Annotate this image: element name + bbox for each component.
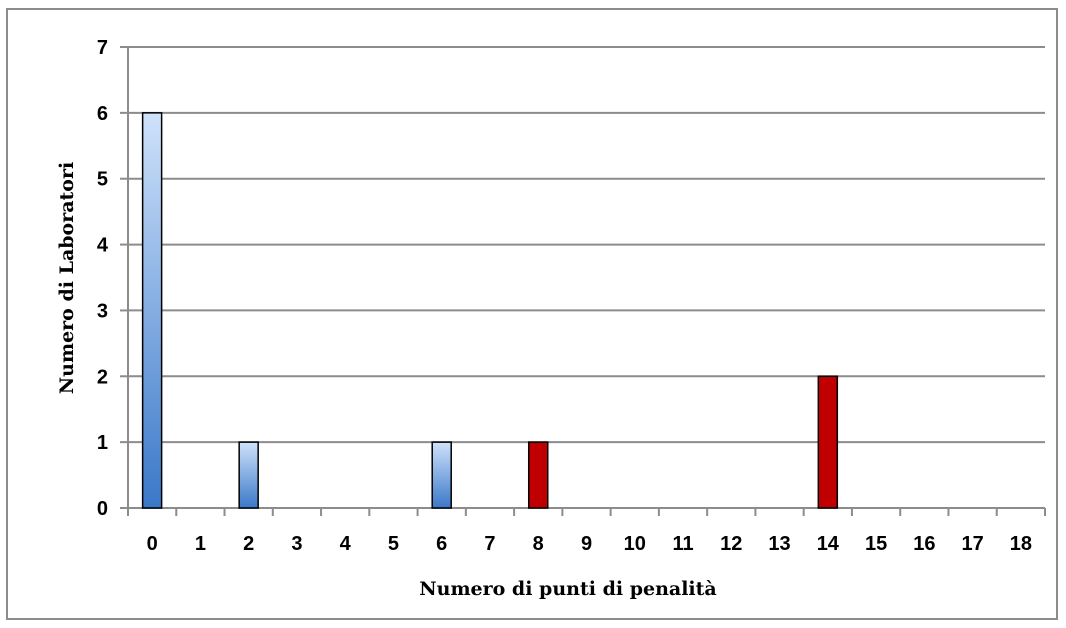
x-tick-label: 9 [581,533,592,555]
x-tick-label: 10 [624,533,646,555]
x-tick-label: 14 [817,533,840,555]
bar-0 [141,112,163,509]
x-tick-label: 17 [961,533,983,555]
bar-14 [817,375,839,509]
x-tick-labels: 0 1 2 3 4 5 6 7 8 9 10 11 12 13 14 15 16 17 18 [147,533,1032,555]
bar-8 [527,441,549,509]
gridlines [120,46,1045,509]
bar-2 [238,441,259,509]
x-tick-label: 2 [243,533,254,555]
y-tick-label: 7 [97,37,108,59]
bar-6 [431,441,452,509]
x-tick-label: 1 [195,533,206,555]
y-tick-label: 6 [97,103,108,125]
y-tick-labels: 0 1 2 3 4 5 6 7 [97,37,109,520]
x-tick-label: 18 [1010,533,1032,555]
x-tick-label: 5 [388,533,399,555]
x-tick-label: 7 [484,533,495,555]
x-axis-title: Numero di punti di penalità [419,578,716,600]
y-tick-label: 3 [97,300,108,322]
x-tick-label: 6 [436,533,447,555]
x-tick-label: 16 [913,533,935,555]
x-tick-label: 4 [340,533,352,555]
y-tick-label: 5 [97,169,108,191]
x-tick-label: 0 [147,533,158,555]
axes [127,47,1046,516]
x-tick-label: 12 [720,533,742,555]
y-tick-label: 4 [97,235,109,257]
x-tick-label: 3 [291,533,302,555]
y-tick-label: 0 [97,498,108,520]
x-tick-label: 15 [865,533,887,555]
y-axis-title: Numero di Laboratori [56,162,78,394]
chart-frame [6,8,1058,620]
x-tick-label: 11 [672,533,693,555]
x-tick-label: 13 [768,533,790,555]
x-tick-label: 8 [533,533,544,555]
bars [141,112,839,509]
y-tick-label: 2 [97,366,108,388]
y-tick-label: 1 [97,432,108,454]
